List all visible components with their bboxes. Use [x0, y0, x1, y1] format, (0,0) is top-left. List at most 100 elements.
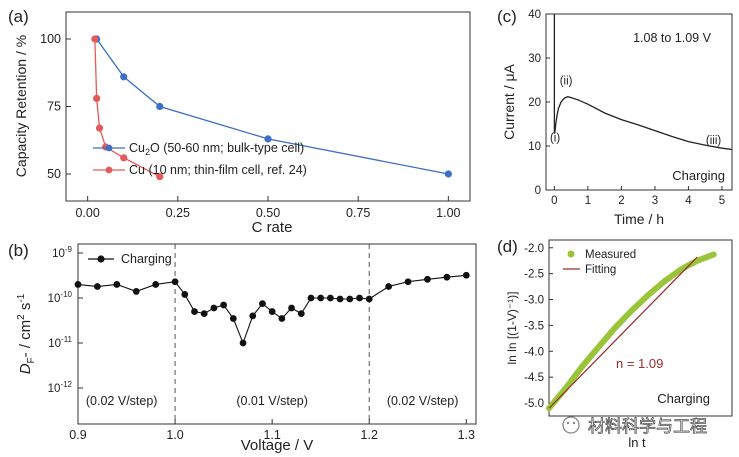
watermark-text: 材料科学与工程 — [588, 417, 707, 436]
a-xtick-label: 0.00 — [75, 206, 99, 220]
b-series-point — [132, 288, 140, 295]
panel-a-y-label: Capacity Retention / % — [13, 35, 29, 177]
panel-c-point-labels: (i) (ii) (iii) — [550, 75, 721, 146]
watermark: 材料科学与工程 — [562, 416, 707, 436]
b-series-point — [336, 295, 344, 303]
a-xtick-label: 0.75 — [346, 206, 370, 220]
a-xtick-label: 0.50 — [256, 206, 280, 220]
c-ytick-label: 40 — [528, 9, 541, 21]
panel-b-y-label: DF- / cm2 s-1 — [16, 293, 37, 374]
legend-label-fitting: Fitting — [585, 264, 616, 276]
a-series-point-1 — [95, 124, 104, 132]
panel-b-x-ticks: 0.9 1.0 1.1 1.2 1.3 — [69, 419, 475, 442]
a-xtick-label: 1.00 — [436, 206, 460, 220]
a-series-point-0 — [264, 135, 272, 143]
wechat-icon — [562, 416, 580, 434]
b-series-point — [462, 271, 470, 279]
d-ytick-label: -4.5 — [524, 372, 544, 384]
b-xtick-label: 0.9 — [69, 428, 86, 442]
panel-d-y-ticks: -5.0 -4.5 -4.0 -3.5 -3.0 -2.5 -2.0 — [524, 243, 553, 410]
b-series-point — [249, 312, 257, 320]
c-xtick-label: 5 — [719, 195, 725, 207]
b-series-point — [171, 278, 179, 286]
panel-b-x-label: Voltage / V — [241, 437, 314, 454]
panel-d-series — [546, 251, 717, 412]
c-xtick-label: 1 — [585, 195, 591, 207]
panel-d-annotation: n = 1.09 — [616, 356, 663, 371]
a-series-point-0 — [156, 102, 164, 111]
c-xtick-label: 4 — [685, 195, 692, 207]
panel-c-x-label: Time / h — [614, 211, 664, 227]
panel-d-charging-label: Charging — [657, 391, 710, 406]
d-measured-curve — [546, 251, 717, 412]
c-ytick-label: 20 — [528, 97, 541, 109]
c-current-trace — [553, 14, 733, 151]
b-xtick-label: 1.2 — [361, 428, 378, 442]
b-series-point — [346, 295, 354, 303]
wechat-icon-eye-left — [566, 421, 570, 425]
legend-label-cu2o: Cu2O (50-60 nm; bulk-type cell) — [129, 141, 304, 157]
d-fitting-line — [548, 256, 698, 409]
a-series-point-1 — [91, 35, 99, 43]
wechat-icon-eye-right — [572, 421, 576, 425]
panel-b-y-ticks: 10-12 10-11 10-10 10-9 — [48, 245, 83, 395]
b-series-point — [365, 295, 373, 303]
a-ytick-label: 100 — [40, 32, 61, 46]
legend-label-charging: Charging — [121, 252, 172, 266]
panel-c-label: (c) — [497, 7, 517, 26]
d-ytick-label: -2.5 — [524, 269, 544, 281]
b-series-point — [200, 310, 208, 318]
c-xtick-label: 2 — [618, 195, 624, 207]
legend-marker-cu2o — [105, 144, 113, 152]
panel-d-y-label: ln ln [(1-V)⁻¹)] — [505, 291, 519, 364]
legend-marker-charging — [97, 255, 105, 263]
b-series-point — [288, 304, 295, 312]
b-series-point — [181, 291, 189, 298]
b-series-point — [152, 281, 160, 288]
b-series-point — [210, 304, 218, 312]
b-xtick-label: 1.0 — [166, 428, 183, 442]
b-series-point — [404, 278, 412, 286]
panel-a-legend: Cu2O (50-60 nm; bulk-type cell) Cu (10 n… — [93, 141, 307, 177]
panel-c: (c) 0 10 20 30 40 0 1 2 3 4 5 (i) (ii) (iii) 1.08 t… — [497, 7, 733, 227]
legend-label-measured: Measured — [585, 249, 636, 261]
b-ytick-label: 10-10 — [48, 290, 73, 305]
b-series-point — [220, 301, 228, 309]
b-series-point — [94, 283, 101, 290]
b-series-point — [317, 294, 325, 302]
b-ytick-label: 10-9 — [52, 245, 72, 260]
panel-c-charging-label: Charging — [672, 168, 725, 183]
legend-label-cu: Cu (10 nm; thin-film cell, ref. 24) — [129, 163, 307, 177]
panel-a-x-ticks: 0.00 0.25 0.50 0.75 1.00 — [75, 196, 461, 220]
legend-marker-measured — [567, 250, 575, 258]
c-ytick-label: 0 — [535, 185, 541, 197]
d-ytick-label: -3.0 — [524, 295, 544, 307]
b-ytick-label: 10-12 — [48, 380, 73, 395]
a-series-point-0 — [120, 73, 128, 81]
d-ytick-label: -2.0 — [524, 243, 544, 255]
b-region-label: (0.02 V/step) — [86, 394, 158, 408]
b-series-point — [191, 308, 198, 315]
b-xtick-label: 1.3 — [458, 428, 475, 442]
b-series-point — [326, 294, 334, 302]
c-point-label: (ii) — [560, 75, 573, 87]
panel-c-y-label: Current / μA — [501, 63, 517, 139]
panel-b-dividers — [174, 244, 370, 424]
b-series-point — [239, 339, 247, 347]
c-xtick-label: 0 — [551, 195, 557, 207]
panel-c-annotation: 1.08 to 1.09 V — [633, 31, 712, 45]
panel-d-x-label: ln t — [628, 435, 646, 450]
c-ytick-label: 10 — [528, 141, 541, 153]
b-ytick-label: 10-11 — [48, 335, 72, 350]
a-series-point-1 — [120, 154, 128, 162]
panel-b-legend: Charging — [88, 252, 172, 266]
a-series-point-1 — [156, 173, 164, 181]
a-series-point-0 — [444, 170, 452, 178]
a-xtick-label: 0.25 — [166, 206, 190, 220]
b-series-point — [385, 283, 393, 290]
legend-marker-cu — [105, 166, 113, 174]
panel-d-legend: Measured Fitting — [563, 249, 636, 276]
